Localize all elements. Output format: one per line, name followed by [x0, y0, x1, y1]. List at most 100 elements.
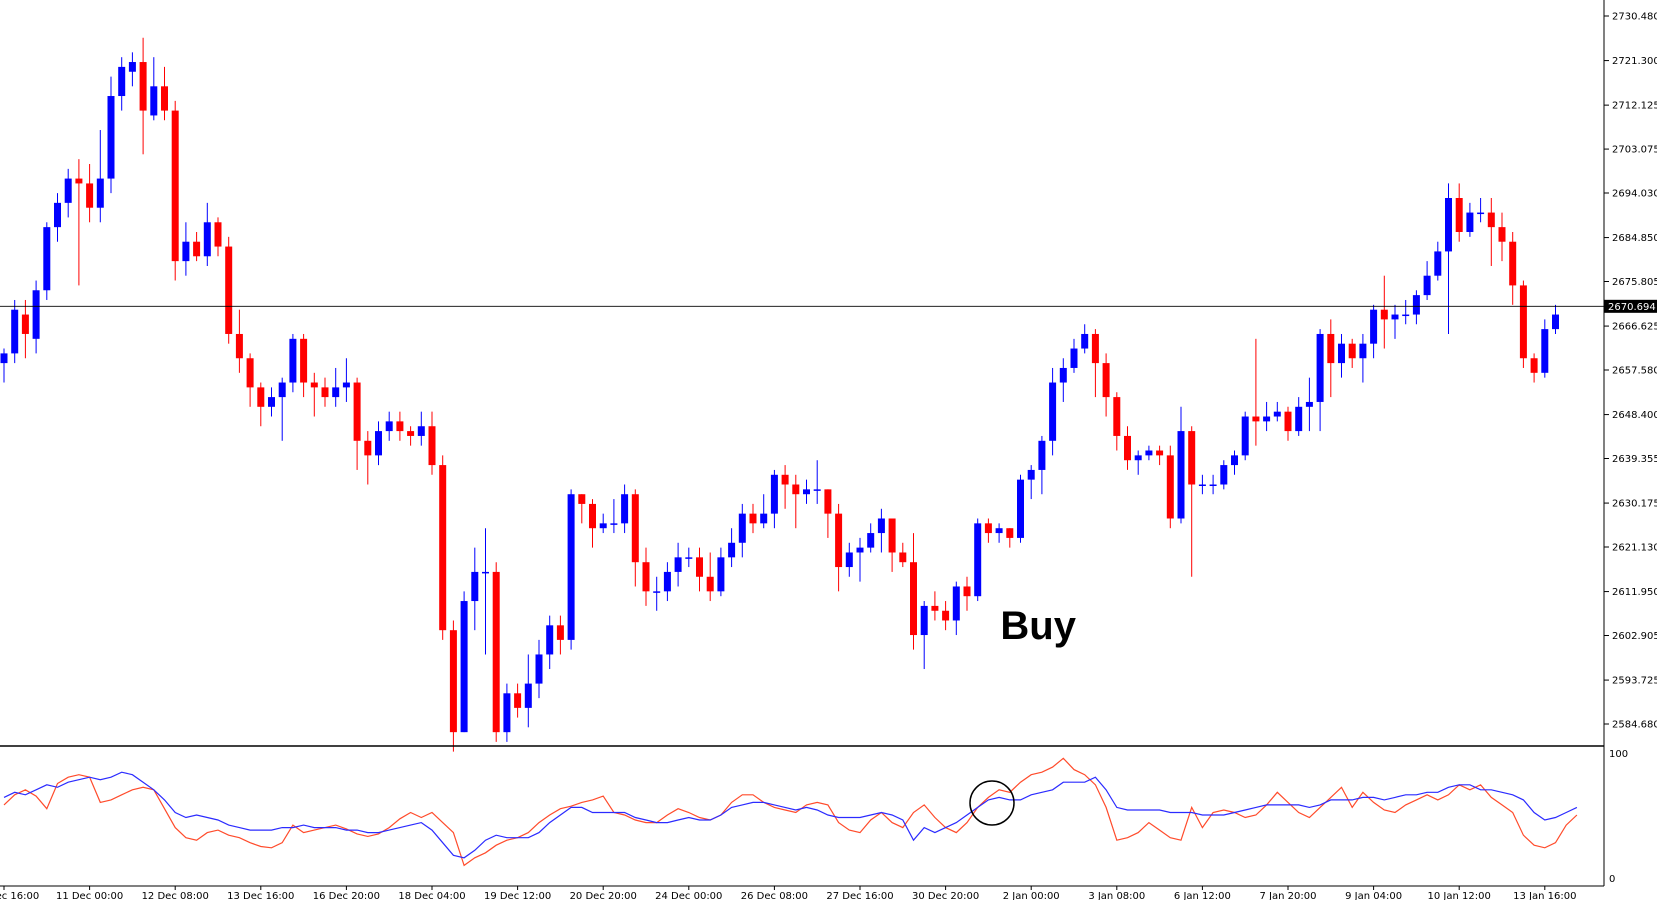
candle: [792, 474, 800, 529]
candle-body: [1466, 212, 1474, 232]
candle-body: [278, 382, 286, 398]
price-tick-label: 2611.950: [1612, 587, 1657, 598]
time-tick-label: 19 Dec 12:00: [484, 891, 551, 900]
candle: [64, 168, 72, 218]
candle-body: [1530, 358, 1538, 373]
candle: [546, 615, 554, 670]
candle: [535, 639, 543, 699]
candle: [1070, 338, 1078, 373]
candle: [407, 426, 415, 446]
price-tick-label: 2621.130: [1612, 543, 1657, 554]
candle: [1487, 198, 1495, 266]
candle-body: [246, 358, 254, 388]
candle-body: [428, 426, 436, 466]
candle-body: [1017, 479, 1024, 538]
candle: [1402, 299, 1410, 325]
candle: [150, 57, 158, 121]
oscillator-axis: 100 0: [1609, 749, 1628, 885]
candle-body: [1402, 314, 1410, 317]
candle-body: [235, 333, 243, 359]
candle-body: [1145, 450, 1153, 456]
candle-body: [781, 474, 789, 485]
candle-body: [1252, 416, 1260, 422]
candle-body: [1445, 198, 1452, 252]
candle: [984, 518, 992, 543]
time-tick-label: 18 Dec 04:00: [398, 891, 465, 900]
candle: [1455, 183, 1463, 242]
candle: [1391, 304, 1399, 339]
candle-body: [663, 571, 671, 592]
candle: [161, 66, 168, 121]
price-tick-label: 2593.725: [1612, 676, 1657, 687]
candle: [663, 562, 671, 602]
candle: [567, 489, 575, 650]
candle: [1038, 435, 1046, 495]
candle-body: [867, 533, 875, 548]
time-tick-label: 13 Dec 16:00: [227, 891, 294, 900]
candle-body: [1305, 401, 1313, 407]
candle: [492, 562, 500, 742]
candle-body: [835, 513, 843, 568]
candle-body: [1423, 275, 1431, 296]
candle: [1166, 445, 1174, 529]
candle-body: [696, 557, 703, 577]
candle-body: [1370, 309, 1378, 344]
candle: [631, 489, 639, 587]
candle: [845, 542, 853, 577]
candle-body: [963, 586, 971, 597]
candle: [460, 591, 468, 733]
candle: [1231, 450, 1238, 475]
candle: [417, 411, 425, 446]
price-tick-label: 2666.625: [1612, 322, 1657, 333]
candle-body: [824, 489, 832, 514]
candle: [995, 523, 1003, 543]
candle-body: [888, 518, 896, 553]
candle-body: [631, 494, 639, 563]
candle-body: [717, 557, 725, 592]
candle: [1338, 333, 1345, 378]
candle: [974, 518, 982, 602]
candle: [1027, 465, 1035, 500]
current-price-tag-bg: [1604, 299, 1657, 313]
candle-body: [1338, 343, 1345, 364]
candle-body: [364, 440, 372, 456]
candle: [342, 358, 350, 402]
candlestick-series: [0, 37, 1559, 752]
price-tick-label: 2712.125: [1612, 101, 1657, 112]
candle-body: [1027, 469, 1035, 480]
candle-body: [1091, 333, 1099, 364]
candle: [1059, 358, 1067, 402]
candle-body: [1220, 465, 1228, 485]
candle: [1477, 198, 1485, 223]
candle-body: [535, 654, 543, 684]
candle: [749, 503, 757, 534]
price-panel: Buy: [0, 37, 1604, 752]
crossover-circle-marker: [969, 780, 1015, 826]
time-tick-label: 6 Jan 12:00: [1174, 891, 1231, 900]
time-tick-label: 12 Dec 08:00: [142, 891, 209, 900]
candle: [1327, 319, 1335, 398]
candle: [1006, 528, 1014, 548]
candle-body: [1434, 251, 1442, 276]
candle-body: [449, 630, 457, 733]
candle: [1273, 401, 1281, 422]
candle: [193, 231, 201, 262]
candle: [1198, 474, 1206, 495]
candle-body: [1081, 333, 1089, 349]
candle-body: [193, 241, 201, 257]
candle: [300, 333, 308, 398]
candle-body: [1113, 397, 1121, 436]
candle-body: [332, 387, 340, 398]
candle-body: [375, 431, 382, 456]
price-axis: 2730.480 2721.300 2712.125 2703.075 2694.030…: [1604, 12, 1657, 731]
candle: [770, 469, 778, 529]
candle: [952, 581, 960, 636]
candle: [910, 533, 917, 650]
candle-body: [1487, 212, 1495, 228]
candle-body: [942, 610, 950, 621]
time-tick-label: 7 Jan 20:00: [1260, 891, 1317, 900]
candle-body: [599, 523, 607, 529]
candle: [1434, 241, 1442, 281]
candle-body: [1038, 440, 1046, 470]
candle-body: [1284, 411, 1292, 432]
